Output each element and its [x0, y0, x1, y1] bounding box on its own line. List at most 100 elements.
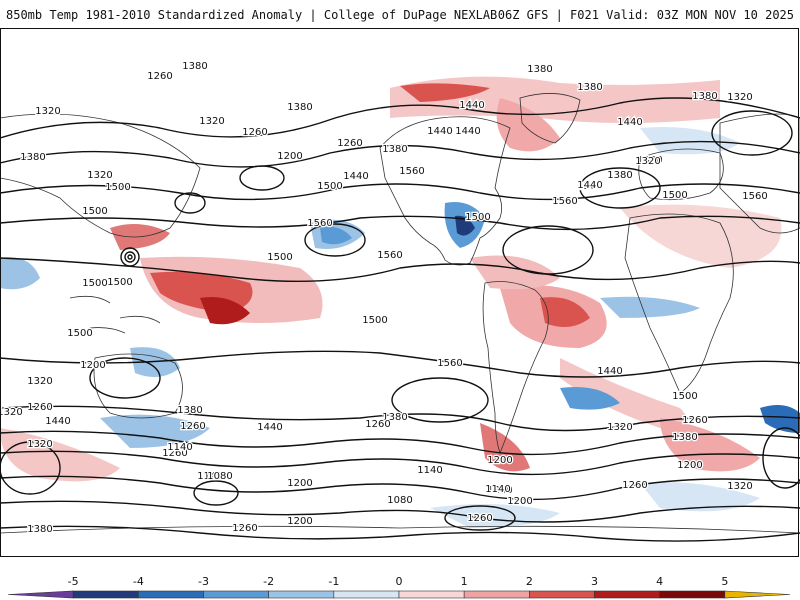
contour-label: 1440 [45, 416, 70, 427]
cold-anomaly-area [760, 404, 800, 433]
colorbar-segment [398, 590, 465, 599]
contour-label: 1320 [727, 92, 752, 103]
contour-line [0, 215, 800, 231]
contour-label: 1500 [82, 278, 107, 289]
colorbar-segment [138, 590, 204, 599]
contour-closed [239, 165, 285, 191]
contour-label: 1260 [27, 402, 52, 413]
contour-closed [391, 377, 489, 423]
cold-anomaly-area [0, 257, 40, 290]
tropical-low-contour [124, 251, 136, 263]
contour-label: 1320 [27, 376, 52, 387]
contour-label: 1260 [147, 71, 172, 82]
contour-label: 1080 [207, 471, 232, 482]
contour-label: 1200 [287, 516, 312, 527]
contour-label: 1260 [232, 523, 257, 534]
warm-anomaly-area [200, 297, 250, 325]
colorbar-tick-label: -2 [263, 575, 274, 588]
height-contours [0, 97, 800, 542]
colorbar: -5 -4 -3 -2 -1 0 1 2 3 4 5 [7, 575, 791, 599]
contour-label: 1380 [692, 91, 717, 102]
cold-anomaly-area [600, 296, 700, 318]
contour-label: 1500 [267, 252, 292, 263]
contour-label: 1320 [87, 170, 112, 181]
colorbar-segment [72, 590, 139, 599]
contour-label: 1500 [67, 328, 92, 339]
contour-label: 1320 [35, 106, 60, 117]
colorbar-segment [594, 590, 660, 599]
warm-anomaly-area [620, 204, 782, 268]
warm-anomaly-area [470, 255, 560, 290]
contour-label: 1500 [662, 190, 687, 201]
contour-label: 1320 [27, 439, 52, 450]
cold-anomaly-area [100, 414, 210, 448]
colorbar-segment [724, 590, 791, 599]
contour-label: 1500 [577, 181, 602, 192]
contour-label: 1500 [465, 212, 490, 223]
greenland-outline [519, 93, 581, 144]
contour-label: 1200 [677, 460, 702, 471]
europe-outline [638, 148, 724, 201]
contour-label: 1440 [257, 422, 282, 433]
cold-anomaly-area [560, 387, 620, 410]
contour-label: 1440 [343, 171, 368, 182]
colorbar-tick-label: 2 [526, 575, 533, 588]
colorbar-tick-label: -1 [328, 575, 339, 588]
contour-label: 1500 [317, 181, 342, 192]
colorbar-tick-label: -3 [198, 575, 209, 588]
contour-label: 1260 [365, 419, 390, 430]
contour-label: 1200 [80, 360, 105, 371]
contour-label: 1080 [387, 495, 412, 506]
contour-label: 1140 [485, 484, 510, 495]
contour-label: 1500 [107, 277, 132, 288]
contour-label: 1320 [607, 422, 632, 433]
warm-anomaly-area [660, 418, 760, 472]
contour-label: 1320 [199, 116, 224, 127]
map-title: 850mb Temp 1981-2010 Standardized Anomal… [6, 8, 498, 22]
contour-label: 1260 [180, 421, 205, 432]
south-america-outline [482, 281, 549, 455]
contour-label: 1560 [307, 218, 332, 229]
warm-anomaly-area [400, 83, 490, 102]
contour-label: 1200 [507, 496, 532, 507]
contour-label: 1560 [437, 358, 462, 369]
cold-anomaly-area [640, 127, 740, 155]
colorbar-segment [463, 590, 530, 599]
contour-closed [579, 167, 661, 209]
contour-label: 1440 [577, 180, 602, 191]
colorbar-segment [529, 590, 595, 599]
tropical-low-contour [120, 247, 140, 267]
colorbar-segment [268, 590, 335, 599]
contour-closed [762, 427, 800, 489]
asia-outline [0, 113, 800, 238]
contour-label: 1260 [467, 513, 492, 524]
contour-label: 1440 [617, 117, 642, 128]
contour-label: 1260 [242, 127, 267, 138]
indonesia-outline [69, 295, 161, 334]
contour-label: 1380 [177, 405, 202, 416]
colorbar-segment [333, 590, 400, 599]
cold-anomaly-area [455, 215, 475, 236]
africa-outline [624, 213, 734, 394]
colorbar-tick-label: 0 [396, 575, 403, 588]
cold-anomaly-area [320, 226, 352, 245]
contour-closed [174, 192, 206, 214]
contour-label: 1380 [382, 412, 407, 423]
colorbar-tick-label: 5 [721, 575, 728, 588]
contour-label: 1380 [20, 152, 45, 163]
contour-closed [502, 225, 594, 275]
warm-anomaly-area [480, 423, 530, 472]
contour-label: 1560 [552, 196, 577, 207]
contour-closed [711, 110, 793, 156]
colorbar-bar [7, 590, 791, 599]
contour-label: 1500 [362, 315, 387, 326]
contour-line [0, 525, 800, 542]
warm-anomaly-area [540, 297, 590, 327]
contour-label: 1380 [287, 102, 312, 113]
colorbar-tick-label: 3 [591, 575, 598, 588]
contour-label: 1440 [427, 126, 452, 137]
colorbar-segment [203, 590, 269, 599]
contour-label: 1380 [27, 524, 52, 535]
colorbar-tick-label: -4 [133, 575, 144, 588]
